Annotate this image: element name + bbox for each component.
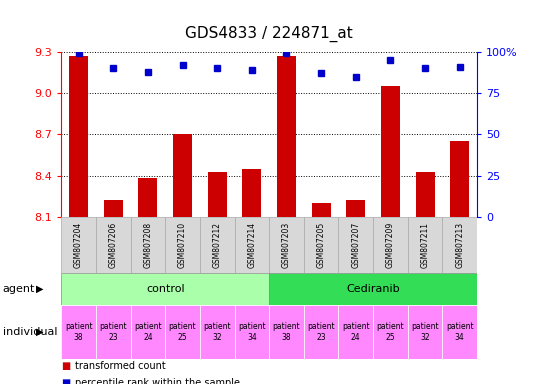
- Text: GSM807210: GSM807210: [178, 222, 187, 268]
- Bar: [312, 203, 330, 217]
- Bar: [96, 217, 131, 273]
- Bar: [442, 217, 477, 273]
- Bar: [338, 305, 373, 359]
- Bar: [61, 305, 96, 359]
- Bar: [61, 217, 96, 273]
- Text: patient
32: patient 32: [204, 323, 231, 342]
- Text: ▶: ▶: [36, 284, 44, 294]
- Text: patient
32: patient 32: [411, 323, 439, 342]
- Text: GSM807208: GSM807208: [143, 222, 152, 268]
- Text: GSM807212: GSM807212: [213, 222, 222, 268]
- Bar: [373, 305, 408, 359]
- Text: GSM807203: GSM807203: [282, 222, 291, 268]
- Bar: [235, 305, 269, 359]
- Bar: [61, 273, 269, 305]
- Bar: [450, 141, 469, 217]
- Bar: [304, 217, 338, 273]
- Bar: [442, 305, 477, 359]
- Text: Cediranib: Cediranib: [346, 284, 400, 294]
- Bar: [200, 217, 235, 273]
- Text: patient
24: patient 24: [342, 323, 369, 342]
- Text: patient
38: patient 38: [65, 323, 92, 342]
- Bar: [131, 305, 165, 359]
- Text: agent: agent: [3, 284, 35, 294]
- Bar: [165, 217, 200, 273]
- Text: percentile rank within the sample: percentile rank within the sample: [75, 378, 240, 384]
- Text: GSM807206: GSM807206: [109, 222, 118, 268]
- Bar: [69, 56, 88, 217]
- Bar: [346, 200, 365, 217]
- Bar: [269, 273, 477, 305]
- Bar: [408, 305, 442, 359]
- Bar: [96, 305, 131, 359]
- Text: control: control: [146, 284, 184, 294]
- Bar: [235, 217, 269, 273]
- Text: GSM807211: GSM807211: [421, 222, 430, 268]
- Text: transformed count: transformed count: [75, 361, 165, 371]
- Bar: [381, 86, 400, 217]
- Bar: [243, 169, 261, 217]
- Bar: [304, 305, 338, 359]
- Bar: [277, 56, 296, 217]
- Text: individual: individual: [3, 327, 57, 337]
- Bar: [173, 134, 192, 217]
- Bar: [269, 217, 304, 273]
- Text: ■: ■: [61, 378, 70, 384]
- Bar: [408, 217, 442, 273]
- Text: GSM807204: GSM807204: [74, 222, 83, 268]
- Text: patient
23: patient 23: [308, 323, 335, 342]
- Bar: [416, 172, 434, 217]
- Bar: [338, 217, 373, 273]
- Bar: [200, 305, 235, 359]
- Text: patient
34: patient 34: [238, 323, 265, 342]
- Bar: [139, 179, 157, 217]
- Text: patient
25: patient 25: [169, 323, 196, 342]
- Text: patient
24: patient 24: [134, 323, 161, 342]
- Text: GSM807205: GSM807205: [317, 222, 326, 268]
- Text: patient
34: patient 34: [446, 323, 473, 342]
- Bar: [104, 200, 123, 217]
- Bar: [131, 217, 165, 273]
- Text: GDS4833 / 224871_at: GDS4833 / 224871_at: [185, 26, 353, 42]
- Bar: [165, 305, 200, 359]
- Text: patient
38: patient 38: [273, 323, 300, 342]
- Text: GSM807214: GSM807214: [247, 222, 256, 268]
- Bar: [373, 217, 408, 273]
- Text: patient
25: patient 25: [377, 323, 404, 342]
- Text: patient
23: patient 23: [100, 323, 127, 342]
- Text: ▶: ▶: [36, 327, 44, 337]
- Bar: [208, 172, 227, 217]
- Text: GSM807207: GSM807207: [351, 222, 360, 268]
- Bar: [269, 305, 304, 359]
- Text: GSM807213: GSM807213: [455, 222, 464, 268]
- Text: ■: ■: [61, 361, 70, 371]
- Text: GSM807209: GSM807209: [386, 222, 395, 268]
